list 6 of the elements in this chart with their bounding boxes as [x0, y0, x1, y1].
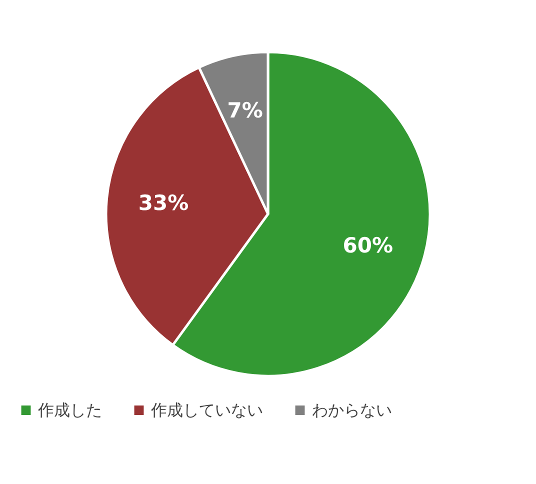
legend-label: 作成していない — [150, 400, 263, 420]
data-label: 33% — [138, 191, 189, 216]
legend-label: わからない — [312, 400, 392, 420]
data-label: 60% — [342, 233, 393, 258]
legend-label: 作成した — [37, 400, 102, 420]
data-label: 7% — [227, 98, 263, 123]
